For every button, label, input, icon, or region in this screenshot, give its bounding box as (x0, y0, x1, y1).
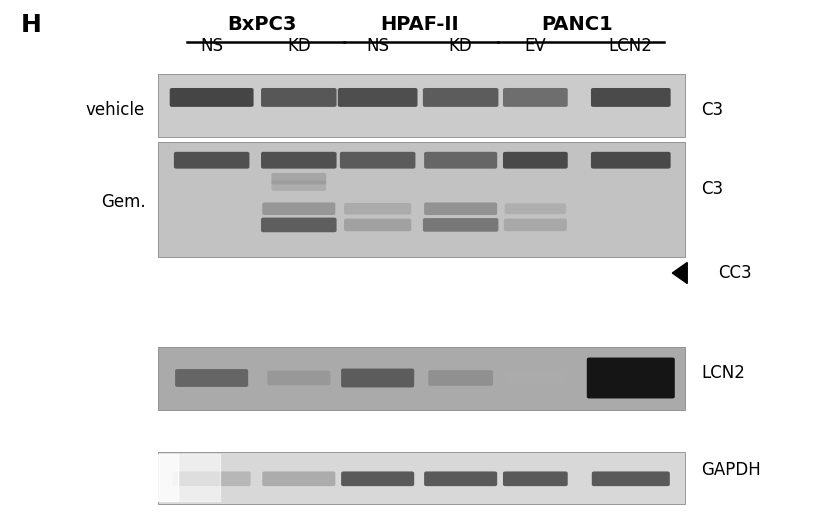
FancyBboxPatch shape (344, 218, 412, 231)
FancyBboxPatch shape (423, 88, 498, 107)
Text: C3: C3 (701, 180, 724, 198)
Text: H: H (21, 13, 42, 37)
FancyBboxPatch shape (592, 471, 670, 486)
Text: KD: KD (449, 37, 472, 55)
Text: HPAF-II: HPAF-II (380, 15, 458, 34)
FancyBboxPatch shape (262, 471, 335, 486)
FancyBboxPatch shape (174, 152, 249, 169)
FancyBboxPatch shape (591, 152, 671, 169)
FancyBboxPatch shape (424, 203, 497, 215)
Text: KD: KD (287, 37, 310, 55)
FancyBboxPatch shape (428, 370, 493, 386)
Text: vehicle: vehicle (86, 101, 145, 119)
FancyBboxPatch shape (271, 181, 326, 191)
FancyBboxPatch shape (338, 88, 417, 107)
FancyBboxPatch shape (423, 218, 498, 232)
Text: LCN2: LCN2 (609, 37, 652, 55)
Text: NS: NS (366, 37, 389, 55)
Bar (158, 346, 685, 410)
Bar (158, 452, 685, 504)
FancyBboxPatch shape (503, 152, 568, 169)
FancyBboxPatch shape (341, 369, 414, 387)
FancyBboxPatch shape (340, 152, 416, 169)
Text: PANC1: PANC1 (541, 15, 613, 34)
FancyBboxPatch shape (341, 471, 414, 486)
FancyBboxPatch shape (344, 203, 412, 215)
FancyBboxPatch shape (170, 88, 254, 107)
Text: CC3: CC3 (718, 264, 752, 282)
FancyBboxPatch shape (591, 88, 671, 107)
FancyBboxPatch shape (424, 152, 497, 169)
FancyBboxPatch shape (503, 471, 568, 486)
FancyBboxPatch shape (262, 203, 335, 215)
FancyBboxPatch shape (173, 471, 251, 486)
FancyBboxPatch shape (424, 471, 497, 486)
Bar (158, 74, 685, 136)
FancyBboxPatch shape (505, 203, 566, 214)
FancyBboxPatch shape (587, 358, 675, 398)
FancyBboxPatch shape (504, 218, 567, 231)
Text: C3: C3 (701, 101, 724, 119)
Text: EV: EV (525, 37, 546, 55)
Text: BxPC3: BxPC3 (227, 15, 296, 34)
Text: GAPDH: GAPDH (701, 461, 761, 479)
FancyBboxPatch shape (507, 372, 564, 384)
Bar (158, 142, 685, 257)
Text: Gem.: Gem. (100, 193, 145, 211)
Text: LCN2: LCN2 (701, 364, 745, 382)
FancyBboxPatch shape (175, 369, 248, 387)
FancyBboxPatch shape (503, 88, 568, 107)
FancyBboxPatch shape (261, 217, 337, 232)
Text: NS: NS (200, 37, 223, 55)
FancyBboxPatch shape (267, 371, 330, 385)
Polygon shape (672, 262, 687, 284)
FancyBboxPatch shape (261, 152, 337, 169)
FancyBboxPatch shape (261, 88, 337, 107)
FancyBboxPatch shape (271, 173, 326, 184)
